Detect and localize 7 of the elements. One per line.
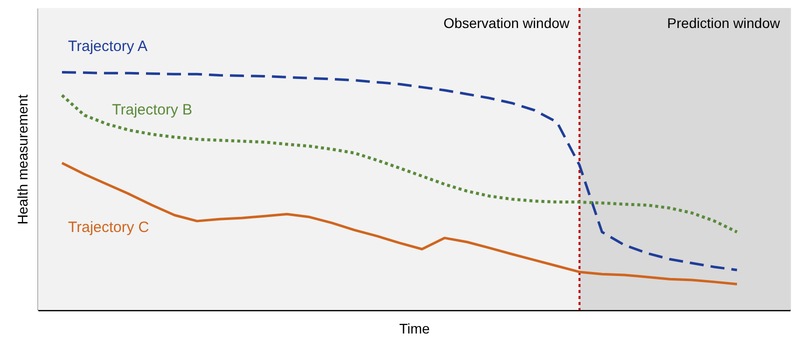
series-label: Trajectory C (68, 219, 150, 236)
x-axis-title: Time (399, 320, 430, 336)
text: Observation window (443, 15, 570, 31)
series-label: Trajectory A (68, 38, 148, 56)
text: Prediction window (667, 15, 781, 31)
y-axis-title: Health measurement (14, 94, 30, 224)
series-label: Trajectory B (112, 101, 192, 118)
